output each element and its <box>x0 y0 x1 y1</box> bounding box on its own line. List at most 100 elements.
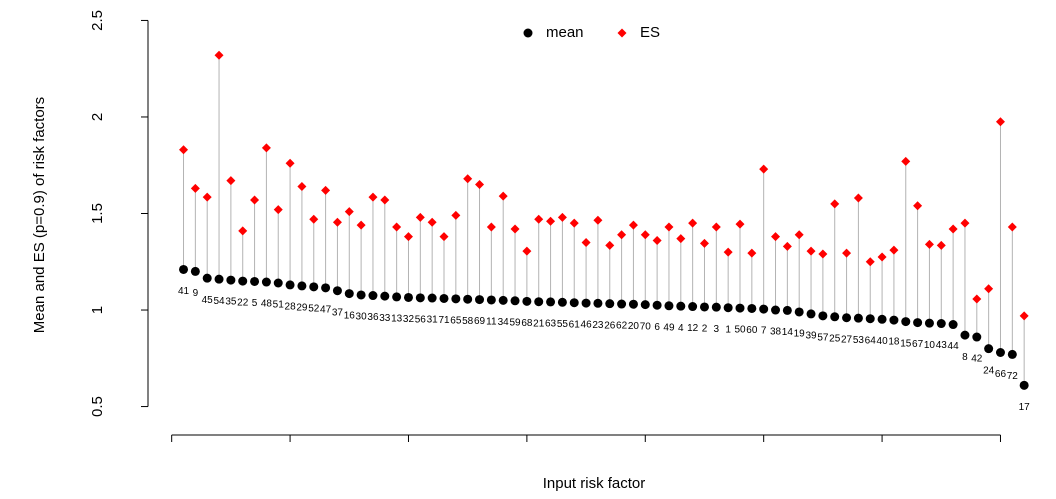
es-point <box>463 174 473 184</box>
es-point <box>273 205 283 215</box>
category-label: 1 <box>725 324 731 335</box>
category-label: 43 <box>936 340 948 351</box>
es-point <box>901 156 911 166</box>
mean-point <box>628 299 638 309</box>
category-label: 10 <box>924 340 936 351</box>
category-label: 12 <box>687 323 699 334</box>
category-label: 8 <box>962 352 968 363</box>
es-point <box>297 181 307 191</box>
category-label: 72 <box>1007 371 1019 382</box>
category-label: 44 <box>948 341 960 352</box>
category-label: 45 <box>202 295 214 306</box>
mean-point <box>865 314 875 324</box>
mean-point <box>581 298 591 308</box>
category-label: 2 <box>702 324 708 335</box>
category-label: 47 <box>320 304 332 315</box>
es-point <box>936 240 946 250</box>
category-label: 53 <box>853 335 865 346</box>
category-label: 33 <box>379 313 391 324</box>
es-point <box>723 247 733 257</box>
es-point <box>439 232 449 242</box>
mean-point <box>1019 380 1029 390</box>
es-point <box>261 143 271 153</box>
mean-point <box>735 303 745 313</box>
es-point <box>617 230 627 240</box>
mean-point <box>368 291 378 301</box>
es-point <box>676 234 686 244</box>
legend-label: ES <box>640 24 660 41</box>
es-point <box>415 212 425 222</box>
category-label: 38 <box>770 327 782 338</box>
category-label: 13 <box>391 314 403 325</box>
y-tick-label: 1.5 <box>89 203 106 224</box>
es-point <box>853 193 863 203</box>
y-tick-label: 2.5 <box>89 10 106 31</box>
mean-point <box>451 294 461 304</box>
es-point <box>392 222 402 232</box>
category-label: 23 <box>592 320 604 331</box>
category-label: 50 <box>734 325 746 336</box>
mean-point <box>427 293 437 303</box>
mean-point <box>924 318 934 328</box>
es-point <box>948 224 958 234</box>
mean-point <box>261 277 271 287</box>
es-point <box>226 176 236 186</box>
es-point <box>995 117 1005 127</box>
mean-point <box>309 282 319 292</box>
category-label: 31 <box>427 315 439 326</box>
category-label: 28 <box>285 302 297 313</box>
category-label: 40 <box>877 336 889 347</box>
es-point <box>1007 222 1017 232</box>
mean-point <box>782 305 792 315</box>
mean-point <box>475 295 485 305</box>
category-label: 49 <box>663 322 675 333</box>
mean-point <box>711 302 721 312</box>
category-label: 65 <box>450 315 462 326</box>
mean-point <box>356 290 366 300</box>
mean-point <box>605 299 615 309</box>
es-point <box>179 145 189 155</box>
mean-point <box>664 301 674 311</box>
es-point <box>688 218 698 228</box>
mean-point <box>380 291 390 301</box>
category-label: 32 <box>403 314 415 325</box>
category-label: 56 <box>415 315 427 326</box>
category-label: 55 <box>557 319 569 330</box>
mean-point <box>972 332 982 342</box>
mean-point <box>179 264 189 274</box>
es-point <box>972 294 982 304</box>
category-label: 16 <box>344 310 356 321</box>
category-label: 48 <box>261 299 273 310</box>
y-tick-label: 2 <box>89 113 106 121</box>
es-point <box>190 183 200 193</box>
mean-point <box>676 301 686 311</box>
mean-point <box>569 298 579 308</box>
category-label: 26 <box>604 320 616 331</box>
es-point <box>321 185 331 195</box>
category-label: 36 <box>367 312 379 323</box>
es-point <box>877 252 887 262</box>
es-point <box>865 257 875 267</box>
mean-point <box>439 293 449 303</box>
x-axis-label: Input risk factor <box>543 475 646 492</box>
category-label: 63 <box>545 319 557 330</box>
es-point <box>368 192 378 202</box>
es-point <box>238 226 248 236</box>
category-label: 37 <box>332 307 344 318</box>
category-label: 52 <box>308 304 320 315</box>
mean-point <box>652 300 662 310</box>
legend-marker <box>523 28 533 38</box>
category-label: 9 <box>193 288 199 299</box>
mean-point <box>226 275 236 285</box>
mean-point <box>1007 349 1017 359</box>
category-label: 35 <box>225 297 237 308</box>
es-point <box>960 218 970 228</box>
y-axis-label: Mean and ES (p=0.9) of risk factors <box>31 97 48 333</box>
es-point <box>759 164 769 174</box>
category-label: 64 <box>865 335 877 346</box>
es-point <box>250 195 260 205</box>
es-point <box>581 237 591 247</box>
category-label: 67 <box>912 339 924 350</box>
es-point <box>605 240 615 250</box>
mean-point <box>332 286 342 296</box>
